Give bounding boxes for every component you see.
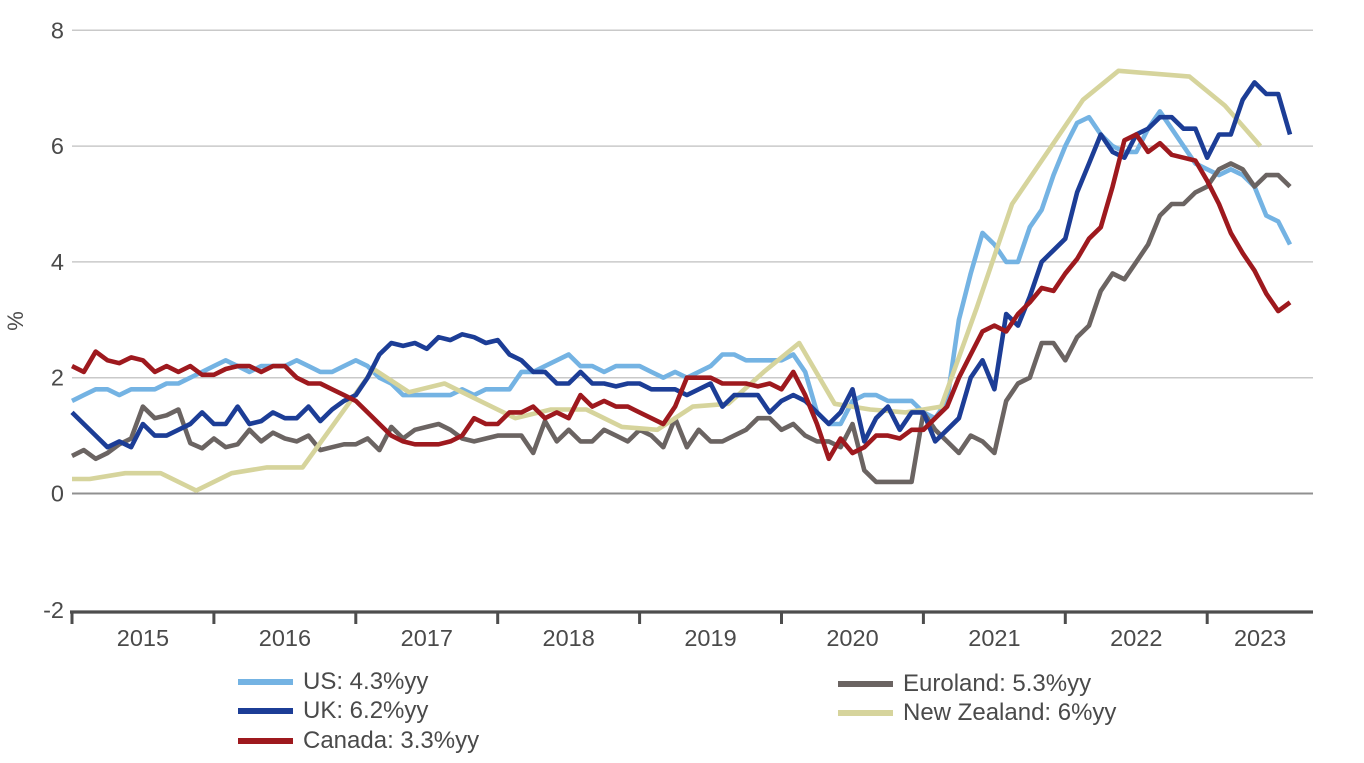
- x-tick-label-2015: 2015: [117, 625, 169, 651]
- legend-label-canada: Canada: 3.3%yy: [303, 726, 480, 754]
- legend-label-euroland: Euroland: 5.3%yy: [903, 669, 1092, 697]
- legend-item-new-zealand: New Zealand: 6%yy: [838, 699, 1116, 729]
- legend-item-uk: UK: 6.2%yy: [238, 697, 479, 727]
- legend-swatch-us: [238, 678, 293, 685]
- legend-column-left: US: 4.3%yy UK: 6.2%yy Canada: 3.3%yy: [238, 667, 479, 756]
- legend-label-uk: UK: 6.2%yy: [303, 697, 429, 725]
- series-line-new-zealand: [72, 68, 1263, 493]
- legend-label-us: US: 4.3%yy: [303, 667, 429, 695]
- y-tick-label-0: 0: [51, 481, 64, 507]
- legend-item-canada: Canada: 3.3%yy: [238, 726, 479, 756]
- x-tick-label-2018: 2018: [543, 625, 595, 651]
- y-tick-label-2: 2: [51, 365, 64, 391]
- legend-item-euroland: Euroland: 5.3%yy: [838, 669, 1116, 699]
- x-tick-label-2016: 2016: [259, 625, 311, 651]
- x-tick-label-2022: 2022: [1110, 625, 1162, 651]
- legend-swatch-uk: [238, 708, 293, 715]
- y-tick-label-6: 6: [51, 133, 64, 159]
- legend-column-right: Euroland: 5.3%yy New Zealand: 6%yy: [838, 669, 1116, 728]
- x-tick-label-2019: 2019: [684, 625, 736, 651]
- x-tick-label-2020: 2020: [826, 625, 878, 651]
- y-tick-label--2: -2: [43, 597, 64, 623]
- legend-item-us: US: 4.3%yy: [238, 667, 479, 697]
- series-line-canada: [70, 132, 1292, 462]
- x-tick-label-2017: 2017: [401, 625, 453, 651]
- y-tick-label-8: 8: [51, 17, 64, 43]
- x-tick-label-2023: 2023: [1234, 625, 1286, 651]
- legend-swatch-new-zealand: [838, 710, 893, 717]
- legend-label-new-zealand: New Zealand: 6%yy: [903, 699, 1117, 727]
- y-axis-title: %: [3, 311, 28, 331]
- y-tick-label-4: 4: [51, 249, 64, 275]
- series-line-euroland: [70, 161, 1292, 485]
- legend-swatch-euroland: [838, 680, 893, 687]
- x-tick-label-2021: 2021: [968, 625, 1020, 651]
- legend-swatch-canada: [238, 737, 293, 744]
